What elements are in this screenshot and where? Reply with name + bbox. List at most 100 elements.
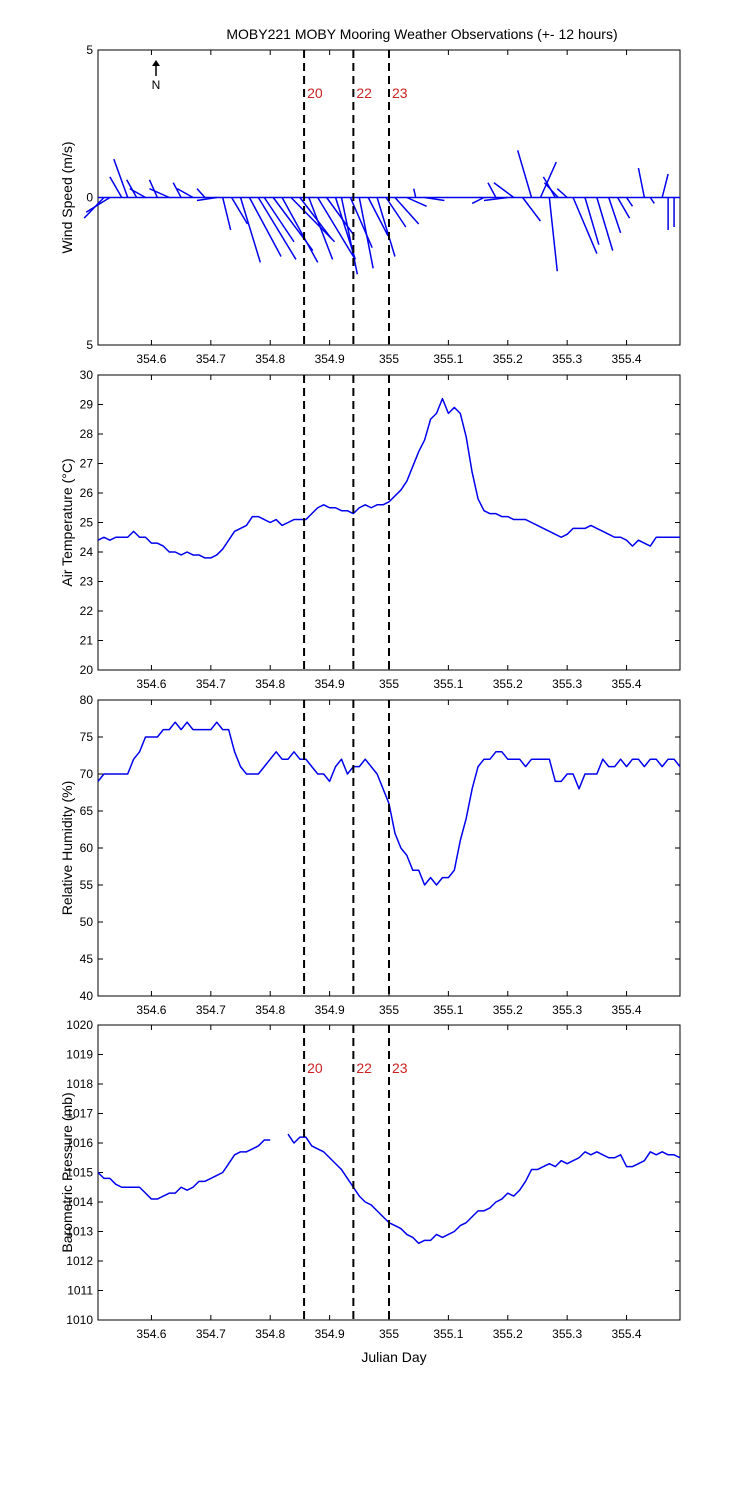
humidity-x-tick-label: 355.1 — [433, 1003, 463, 1017]
wind-vector — [263, 197, 295, 243]
pressure-y-tick-label: 1014 — [66, 1195, 93, 1209]
airtemp-y-tick-label: 28 — [80, 427, 94, 441]
wind-vector — [113, 158, 129, 198]
wind-vector — [196, 196, 217, 202]
wind-vector — [308, 197, 334, 260]
humidity-y-tick-label: 55 — [80, 878, 94, 892]
airtemp-y-tick-label: 25 — [80, 516, 94, 530]
airtemp-y-tick-label: 24 — [80, 545, 94, 559]
airtemp-panel: 354.6 354.7 354.8 354.9 355 355.1 355.2 355.3 35… — [59, 368, 681, 691]
pressure-x-tick-label: 355.1 — [433, 1327, 463, 1341]
wind-vector — [483, 196, 508, 202]
humidity-y-tick-label: 65 — [80, 804, 94, 818]
wind-vector — [661, 173, 669, 198]
airtemp-y-tick-label: 26 — [80, 486, 94, 500]
pressure-panel: 354.6 354.7 354.8 354.9 355 355.1 355.2 355.3 35… — [59, 1018, 681, 1341]
wind-vector — [516, 150, 533, 198]
airtemp-x-tick-label: 354.8 — [255, 677, 285, 691]
wind-y-tick-label: 5 — [86, 338, 93, 352]
humidity-y-tick-label: 75 — [80, 730, 94, 744]
wind-vector — [148, 179, 159, 198]
event-marker-label: 23 — [392, 85, 408, 101]
wind-vector — [172, 182, 182, 198]
wind-vector — [548, 197, 559, 272]
airtemp-y-tick-label: 21 — [80, 634, 94, 648]
pressure-y-tick-label: 1015 — [66, 1166, 93, 1180]
wind-vector — [109, 176, 123, 198]
wind-vector — [349, 197, 373, 248]
wind-vector — [358, 197, 374, 269]
pressure-y-tick-label: 1012 — [66, 1254, 93, 1268]
wind-vector — [126, 179, 138, 198]
wind-vector — [239, 197, 262, 263]
pressure-y-tick-label: 1016 — [66, 1136, 93, 1150]
humidity-x-tick-label: 354.9 — [315, 1003, 345, 1017]
pressure-y-tick-label: 1013 — [66, 1225, 93, 1239]
wind-x-tick-label: 355.3 — [552, 352, 582, 366]
pressure-x-tick-label: 354.6 — [136, 1327, 166, 1341]
wind-x-tick-label: 354.6 — [136, 352, 166, 366]
north-arrow-head — [152, 60, 160, 66]
pressure-y-tick-label: 1019 — [66, 1048, 93, 1062]
wind-vector — [493, 182, 515, 199]
airtemp-y-tick-label: 27 — [80, 457, 94, 471]
wind-vector — [248, 197, 282, 257]
wind-vector — [376, 197, 396, 257]
wind-x-tick-label: 354.9 — [315, 352, 345, 366]
wind-y-axis-label: Wind Speed (m/s) — [59, 141, 75, 253]
pressure-x-tick-label: 354.9 — [315, 1327, 345, 1341]
event-marker-label: 23 — [392, 1060, 408, 1076]
wind-vector — [616, 197, 631, 219]
wind-vector — [406, 196, 427, 208]
wind-x-tick-label: 355.2 — [493, 352, 523, 366]
wind-vector — [196, 188, 206, 199]
pressure-x-tick-label: 355.4 — [612, 1327, 642, 1341]
wind-vector — [637, 167, 646, 198]
wind-vector — [317, 197, 355, 257]
wind-vector — [471, 196, 485, 205]
wind-x-tick-label: 355.4 — [612, 352, 642, 366]
wind-vector — [257, 197, 297, 260]
figure-title: MOBY221 MOBY Mooring Weather Observation… — [226, 26, 617, 42]
north-arrow: N — [152, 60, 160, 92]
wind-vector — [424, 196, 445, 202]
airtemp-y-axis-label: Air Temperature (°C) — [59, 458, 75, 586]
event-marker-label: 20 — [307, 85, 323, 101]
airtemp-y-tick-label: 22 — [80, 604, 94, 618]
humidity-y-tick-label: 60 — [80, 841, 94, 855]
wind-vector — [394, 196, 420, 225]
wind-vector — [326, 197, 355, 237]
airtemp-x-tick-label: 354.9 — [315, 677, 345, 691]
humidity-x-tick-label: 354.6 — [136, 1003, 166, 1017]
humidity-y-axis-label: Relative Humidity (%) — [59, 781, 75, 916]
airtemp-y-tick-label: 23 — [80, 575, 94, 589]
wind-x-tick-label: 354.7 — [196, 352, 226, 366]
wind-panel: 354.6 354.7 354.8 354.9 355 355.1 355.2 355.3 35… — [59, 43, 681, 366]
wind-vector — [522, 197, 542, 222]
airtemp-x-tick-label: 354.6 — [136, 677, 166, 691]
wind-vector — [543, 182, 559, 199]
humidity-x-tick-label: 355.2 — [493, 1003, 523, 1017]
wind-vector — [649, 197, 655, 204]
airtemp-y-tick-label: 20 — [80, 663, 94, 677]
wind-vector — [385, 197, 407, 228]
wind-vector — [572, 197, 598, 254]
wind-vector — [584, 197, 600, 245]
humidity-x-tick-label: 355 — [379, 1003, 399, 1017]
airtemp-x-tick-label: 355 — [379, 677, 399, 691]
airtemp-x-tick-label: 355.4 — [612, 677, 642, 691]
wind-vector — [625, 197, 634, 207]
humidity-x-tick-label: 355.4 — [612, 1003, 642, 1017]
wind-vector — [299, 197, 333, 240]
wind-vector — [413, 188, 417, 198]
airtemp-series-line — [97, 397, 680, 559]
pressure-x-tick-label: 354.8 — [255, 1327, 285, 1341]
pressure-x-tick-label: 355.3 — [552, 1327, 582, 1341]
pressure-y-tick-label: 1010 — [66, 1313, 93, 1327]
airtemp-y-tick-label: 29 — [80, 398, 94, 412]
wind-x-tick-label: 355 — [379, 352, 399, 366]
wind-vector — [281, 197, 319, 263]
humidity-panel: 354.6 354.7 354.8 354.9 355 355.1 355.2 355.3 35… — [59, 693, 681, 1017]
pressure-y-axis-label: Barometric Pressure (mb) — [59, 1092, 75, 1252]
